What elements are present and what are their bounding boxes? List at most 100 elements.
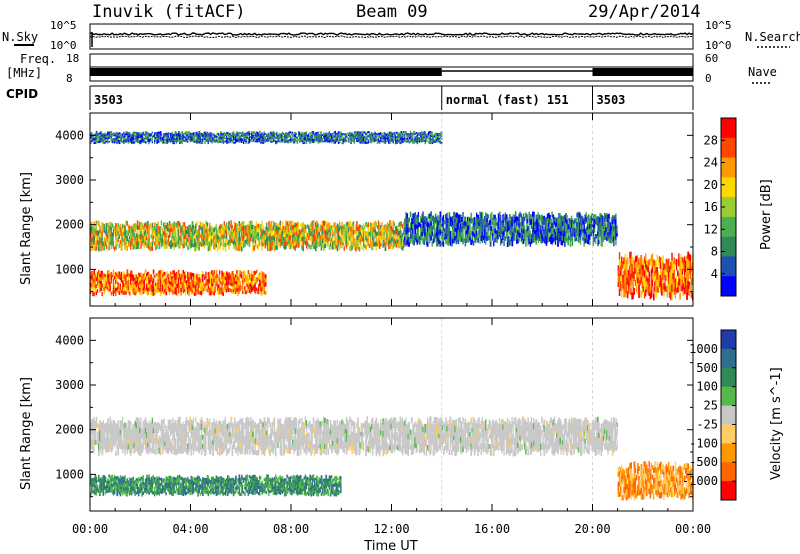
heatmap-cell	[235, 140, 237, 143]
heatmap-cell	[231, 274, 234, 279]
heatmap-cell	[541, 238, 543, 244]
heatmap-cell	[134, 236, 137, 241]
heatmap-cell	[664, 280, 666, 286]
heatmap-cell	[168, 277, 171, 281]
heatmap-cell	[606, 217, 608, 223]
heatmap-cell	[353, 137, 356, 140]
heatmap-cell	[204, 237, 206, 242]
heatmap-cell	[331, 225, 333, 230]
heatmap-cell	[570, 224, 573, 229]
heatmap-cell	[413, 218, 415, 224]
heatmap-cell	[261, 134, 263, 137]
heatmap-cell	[203, 285, 205, 289]
heatmap-cell	[93, 270, 96, 275]
heatmap-cell	[431, 215, 434, 221]
heatmap-cell	[225, 234, 228, 239]
heatmap-cell	[293, 241, 295, 246]
heatmap-cell	[227, 288, 229, 292]
heatmap-cell	[294, 246, 296, 251]
heatmap-cell	[312, 138, 315, 141]
heatmap-cell	[687, 280, 689, 288]
heatmap-cell	[187, 132, 189, 134]
heatmap-cell	[307, 134, 309, 137]
heatmap-cell	[221, 227, 223, 232]
heatmap-cell	[305, 142, 308, 145]
heatmap-cell	[304, 135, 307, 138]
heatmap-cell	[263, 283, 266, 288]
heatmap-cell	[199, 290, 201, 295]
heatmap-cell	[259, 227, 261, 232]
heatmap-cell	[197, 233, 200, 238]
heatmap-cell	[455, 233, 458, 239]
heatmap-cell	[128, 280, 131, 285]
heatmap-cell	[334, 135, 337, 138]
heatmap-cell	[312, 244, 315, 249]
heatmap-cell	[294, 131, 297, 134]
heatmap-cell	[211, 239, 213, 243]
heatmap-cell	[238, 133, 240, 136]
heatmap-cell	[305, 131, 308, 134]
heatmap-cell	[174, 280, 177, 284]
heatmap-cell	[185, 134, 188, 137]
heatmap-cell	[267, 134, 269, 137]
heatmap-cell	[126, 220, 128, 226]
heatmap-cell	[212, 140, 214, 143]
heatmap-cell	[579, 219, 582, 225]
heatmap-cell	[160, 225, 163, 230]
heatmap-cell	[228, 280, 230, 284]
heatmap-cell	[146, 135, 148, 138]
heatmap-cell	[489, 219, 492, 225]
heatmap-cell	[648, 277, 651, 284]
heatmap-cell	[270, 139, 272, 142]
heatmap-cell	[294, 241, 296, 247]
heatmap-cell	[348, 132, 350, 135]
heatmap-cell	[103, 290, 106, 294]
heatmap-cell	[142, 239, 145, 243]
heatmap-cell	[299, 133, 301, 136]
heatmap-cell	[217, 139, 220, 142]
heatmap-cell	[305, 133, 308, 136]
heatmap-cell	[310, 133, 313, 135]
heatmap-cell	[462, 212, 464, 218]
heatmap-cell	[637, 277, 639, 284]
heatmap-cell	[526, 232, 528, 238]
heatmap-cell	[141, 234, 143, 238]
heatmap-cell	[378, 222, 381, 227]
heatmap-cell	[321, 141, 324, 143]
heatmap-cell	[559, 217, 561, 223]
heatmap-cell	[424, 232, 427, 237]
heatmap-cell	[311, 220, 313, 226]
heatmap-cell	[429, 213, 431, 219]
heatmap-cell	[156, 286, 158, 290]
heatmap-cell	[517, 216, 519, 222]
heatmap-cell	[679, 257, 681, 265]
heatmap-cell	[164, 142, 166, 144]
heatmap-cell	[192, 132, 195, 134]
heatmap-cell	[213, 133, 215, 135]
heatmap-cell	[373, 241, 375, 247]
heatmap-cell	[627, 269, 630, 276]
heatmap-cell	[133, 131, 136, 134]
heatmap-cell	[240, 271, 243, 276]
heatmap-cell	[552, 223, 555, 229]
heatmap-cell	[476, 230, 478, 236]
heatmap-cell	[683, 268, 686, 276]
heatmap-cell	[192, 137, 195, 140]
heatmap-cell	[296, 138, 299, 141]
heatmap-cell	[325, 137, 328, 140]
heatmap-cell	[439, 211, 442, 218]
heatmap-cell	[185, 274, 188, 278]
heatmap-cell	[658, 281, 661, 288]
heatmap-cell	[284, 136, 286, 139]
heatmap-cell	[360, 238, 363, 242]
heatmap-cell	[599, 222, 601, 228]
heatmap-cell	[545, 226, 548, 232]
heatmap-cell	[449, 235, 452, 241]
heatmap-cell	[659, 257, 662, 263]
heatmap-cell	[461, 232, 463, 237]
heatmap-cell	[101, 141, 104, 143]
heatmap-cell	[120, 236, 123, 242]
heatmap-cell	[221, 286, 223, 291]
heatmap-cell	[151, 139, 153, 142]
heatmap-cell	[610, 217, 613, 222]
